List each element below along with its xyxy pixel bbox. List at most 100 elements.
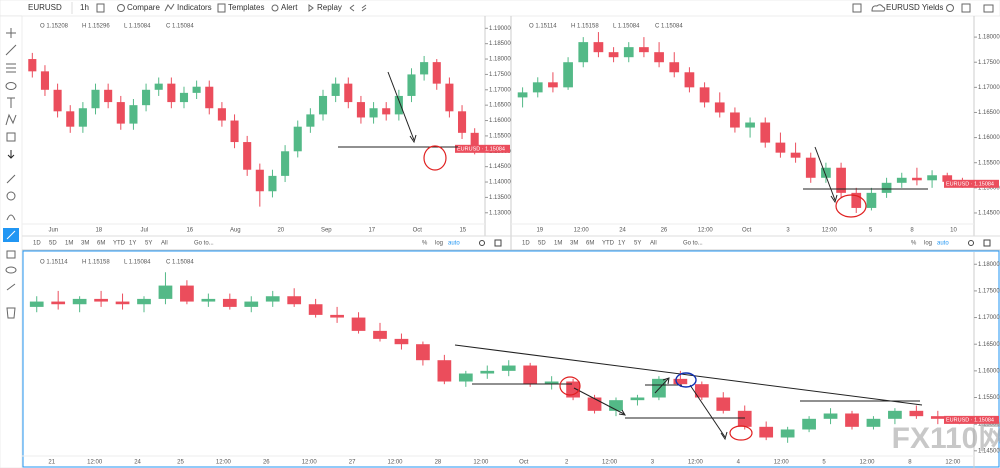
- bar-style-icon[interactable]: [96, 3, 105, 13]
- y-tick-label: 1.16000: [489, 118, 511, 124]
- y-tick-label: 1.13500: [489, 195, 511, 201]
- range-button[interactable]: 6M: [586, 241, 594, 247]
- range-button[interactable]: 1Y: [618, 241, 625, 247]
- scale-option[interactable]: %: [422, 241, 428, 247]
- magnet-tool[interactable]: [6, 214, 16, 221]
- ohlc-legend: L 1.15084: [124, 260, 151, 266]
- replay-button[interactable]: Replay: [317, 3, 342, 12]
- range-button[interactable]: 3M: [81, 241, 89, 247]
- candle-body: [532, 82, 543, 93]
- compare-button[interactable]: Compare: [127, 3, 160, 12]
- fib-tool[interactable]: [6, 63, 16, 73]
- candle-body: [609, 400, 623, 411]
- x-tick-label: 15: [459, 228, 466, 234]
- prediction-tool[interactable]: [6, 132, 16, 142]
- arrow-tool[interactable]: [7, 150, 15, 159]
- range-button[interactable]: 5D: [49, 241, 57, 247]
- alert-button[interactable]: Alert: [281, 3, 298, 12]
- undo-redo[interactable]: [349, 4, 367, 12]
- candle-body: [881, 182, 892, 193]
- candle-body: [420, 62, 429, 75]
- fullscreen-icon[interactable]: [983, 239, 991, 247]
- range-button[interactable]: 5Y: [145, 241, 152, 247]
- candle-body: [888, 410, 902, 419]
- candle-body: [104, 89, 113, 103]
- scale-option[interactable]: auto: [937, 241, 949, 247]
- active-tool-icon: [6, 230, 16, 240]
- lock-tool[interactable]: [6, 250, 16, 259]
- fullscreen-icon[interactable]: [494, 239, 502, 247]
- layout-name[interactable]: EURUSD Yields: [886, 3, 943, 12]
- snapshot-icon[interactable]: [983, 4, 994, 13]
- candle-body: [563, 62, 573, 88]
- arrow-line: [654, 378, 669, 394]
- candle-body: [318, 95, 328, 115]
- candle-body: [142, 89, 151, 106]
- layout-icon[interactable]: [852, 3, 862, 13]
- scale-option[interactable]: %: [911, 241, 917, 247]
- candle-body: [942, 175, 953, 182]
- settings-icon[interactable]: [479, 240, 485, 246]
- goto-button[interactable]: Go to...: [194, 241, 214, 247]
- replay-icon: [308, 4, 314, 12]
- candle-body: [137, 298, 151, 305]
- fullscreen-icon[interactable]: [961, 3, 971, 13]
- ruler-tool[interactable]: [6, 174, 16, 184]
- candle-body: [158, 285, 173, 299]
- range-button[interactable]: All: [161, 241, 168, 247]
- settings-icon[interactable]: [968, 240, 974, 246]
- alert-icon: [271, 4, 279, 12]
- link-tool[interactable]: [6, 283, 16, 291]
- line-tool[interactable]: [5, 44, 17, 56]
- circle-marker: [835, 194, 867, 218]
- range-button[interactable]: 1D: [33, 241, 41, 247]
- range-button[interactable]: 1Y: [129, 241, 136, 247]
- crosshair-tool[interactable]: [6, 28, 16, 38]
- candle-body: [896, 177, 907, 183]
- candle-body: [654, 52, 664, 63]
- visibility-tool[interactable]: [5, 266, 17, 274]
- range-button[interactable]: 1M: [65, 241, 73, 247]
- goto-button[interactable]: Go to...: [683, 241, 703, 247]
- x-tick-label: 17: [368, 228, 375, 234]
- scale-option[interactable]: auto: [448, 241, 460, 247]
- candle-body: [836, 167, 846, 193]
- indicators-button[interactable]: Indicators: [177, 3, 212, 12]
- range-button[interactable]: 1M: [554, 241, 562, 247]
- x-tick-label: 25: [177, 460, 184, 466]
- y-tick-label: 1.14000: [489, 180, 511, 186]
- range-button[interactable]: All: [650, 241, 657, 247]
- x-tick-label: 12:00: [216, 460, 232, 466]
- x-tick-label: 12:00: [302, 460, 318, 466]
- candle-body: [407, 74, 416, 96]
- range-button[interactable]: 1D: [522, 241, 530, 247]
- symbol[interactable]: EURUSD: [28, 3, 62, 12]
- templates-button[interactable]: Templates: [228, 3, 264, 12]
- text-tool[interactable]: [7, 97, 15, 108]
- candle-body: [281, 151, 290, 176]
- pattern-tool[interactable]: [5, 113, 17, 126]
- range-button[interactable]: 5D: [538, 241, 546, 247]
- interval[interactable]: 1h: [80, 3, 89, 12]
- range-button[interactable]: YTD: [113, 241, 126, 247]
- range-button[interactable]: 3M: [570, 241, 578, 247]
- compare-icon: [117, 4, 125, 12]
- candle-body: [673, 378, 688, 385]
- range-button[interactable]: YTD: [602, 241, 615, 247]
- settings-icon[interactable]: [946, 4, 954, 12]
- trash-tool[interactable]: [6, 307, 16, 319]
- arrow-line: [814, 146, 836, 201]
- zoom-tool[interactable]: [6, 191, 16, 201]
- shape-tool[interactable]: [5, 82, 17, 90]
- drawing-tools[interactable]: [3, 28, 19, 319]
- scale-option[interactable]: log: [435, 241, 443, 247]
- candle-body: [28, 59, 37, 72]
- candle-body: [780, 429, 795, 438]
- y-tick-label: 1.15500: [978, 160, 1000, 166]
- ohlc-legend: L 1.15084: [613, 24, 640, 30]
- scale-option[interactable]: log: [924, 241, 932, 247]
- range-button[interactable]: 6M: [97, 241, 105, 247]
- candle-body: [192, 86, 201, 93]
- range-button[interactable]: 5Y: [634, 241, 641, 247]
- candle-body: [457, 111, 467, 133]
